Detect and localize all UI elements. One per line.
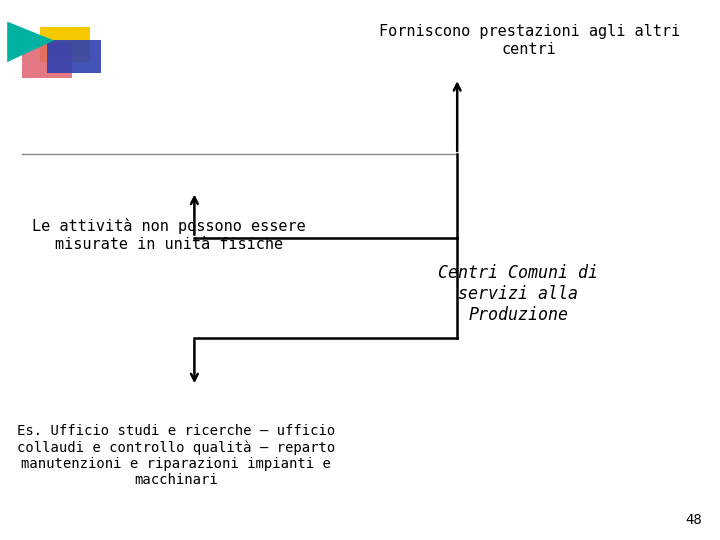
Text: 48: 48 bbox=[685, 512, 702, 526]
Polygon shape bbox=[7, 22, 54, 62]
Text: Es. Ufficio studi e ricerche – ufficio
collaudi e controllo qualità – reparto
ma: Es. Ufficio studi e ricerche – ufficio c… bbox=[17, 424, 336, 487]
Text: Forniscono prestazioni agli altri
centri: Forniscono prestazioni agli altri centri bbox=[379, 24, 680, 57]
Text: Centri Comuni di
servizi alla
Produzione: Centri Comuni di servizi alla Produzione bbox=[438, 265, 598, 324]
Bar bbox=[22, 43, 72, 78]
Text: Le attività non possono essere
misurate in unità fisiche: Le attività non possono essere misurate … bbox=[32, 218, 306, 252]
Bar bbox=[40, 27, 90, 62]
Bar bbox=[47, 40, 101, 73]
